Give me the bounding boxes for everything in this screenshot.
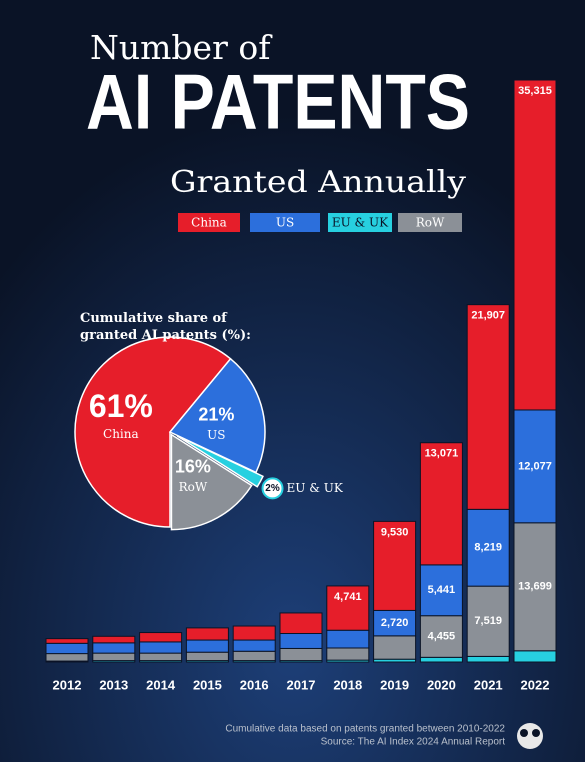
bar-segment bbox=[92, 652, 136, 662]
x-tick-label: 2021 bbox=[474, 677, 503, 692]
value-label: 21,907 bbox=[471, 310, 505, 322]
bar-segment bbox=[513, 522, 557, 652]
bar-segment bbox=[466, 508, 510, 587]
bar-segment bbox=[92, 642, 136, 654]
logo-part bbox=[532, 729, 540, 737]
bar-segment bbox=[185, 627, 229, 641]
bar-segment bbox=[326, 629, 370, 649]
pie-value-label: 61% bbox=[89, 388, 153, 424]
pie-value-label: 21% bbox=[198, 404, 234, 424]
x-tick-label: 2014 bbox=[146, 677, 176, 692]
bar-segment bbox=[45, 638, 89, 644]
bar-segment bbox=[326, 647, 370, 661]
title-line: Number of bbox=[90, 28, 273, 67]
bar-segment bbox=[466, 655, 510, 663]
x-tick-label: 2020 bbox=[427, 677, 456, 692]
bar-segment bbox=[419, 656, 463, 663]
x-tick-label: 2017 bbox=[287, 677, 316, 692]
bar-segment bbox=[185, 639, 229, 653]
pie-category-label: US bbox=[207, 428, 225, 442]
x-tick-label: 2016 bbox=[240, 677, 269, 692]
pie-slice bbox=[74, 336, 232, 528]
plot: China US EU & UK RoW 2012 2013 2014 2015 2016 201… bbox=[45, 79, 557, 748]
legend-label: EU & UK bbox=[332, 216, 389, 230]
bar-segment bbox=[92, 635, 136, 644]
bar-segment bbox=[373, 609, 417, 637]
bar-segment bbox=[513, 79, 557, 411]
pie-slice bbox=[176, 435, 264, 488]
pie-category-label: RoW bbox=[179, 480, 208, 494]
value-label: 9,530 bbox=[381, 526, 409, 538]
pie-value-label: 16% bbox=[175, 456, 211, 476]
bar-segment bbox=[139, 641, 183, 654]
bar-segment bbox=[45, 653, 89, 662]
bar-segment bbox=[326, 585, 370, 631]
bar-segment bbox=[373, 520, 417, 611]
bar-segment bbox=[373, 635, 417, 660]
x-tick-label: 2022 bbox=[521, 677, 550, 692]
bar-segment bbox=[279, 647, 323, 662]
title-line: Granted Annually bbox=[170, 165, 466, 200]
bar-segment bbox=[466, 304, 510, 510]
legend-label: US bbox=[276, 216, 294, 230]
legend-label: China bbox=[191, 216, 227, 230]
bar-segment bbox=[513, 650, 557, 663]
pie-title: Cumulative share of granted AI patents (… bbox=[80, 311, 251, 343]
x-tick-label: 2013 bbox=[99, 677, 128, 692]
value-label: 4,741 bbox=[334, 591, 362, 603]
logo bbox=[517, 723, 543, 749]
legend-swatch bbox=[178, 213, 240, 232]
bar-segment bbox=[279, 633, 323, 649]
value-label: 2,720 bbox=[381, 617, 409, 629]
x-tick-label: 2012 bbox=[53, 677, 82, 692]
value-label: 8,219 bbox=[474, 542, 502, 554]
bar-segment bbox=[232, 625, 276, 641]
footnote: Cumulative data based on patents granted… bbox=[225, 724, 505, 735]
pie-category-label: China bbox=[103, 427, 139, 441]
value-label: 12,077 bbox=[518, 460, 552, 472]
footnote: Source: The AI Index 2024 Annual Report bbox=[321, 737, 506, 748]
value-label: 7,519 bbox=[474, 615, 502, 627]
x-tick-label: 2015 bbox=[193, 677, 222, 692]
legend-swatch bbox=[398, 213, 462, 232]
bar-segment bbox=[185, 651, 229, 662]
value-label: 5,441 bbox=[428, 584, 456, 596]
bar-segment bbox=[232, 639, 276, 652]
value-label: 13,699 bbox=[518, 581, 552, 593]
x-tick-label: 2019 bbox=[380, 677, 409, 692]
legend-swatch bbox=[250, 213, 320, 232]
value-label: 13,071 bbox=[425, 448, 459, 460]
bar-segment bbox=[279, 612, 323, 635]
bar-segment bbox=[232, 650, 276, 662]
bar-segment bbox=[513, 409, 557, 524]
bar-segment bbox=[139, 632, 183, 643]
x-tick-label: 2018 bbox=[333, 677, 362, 692]
pie-value-label: 2% bbox=[265, 483, 280, 494]
label-badge bbox=[261, 477, 284, 500]
pie-category-label: EU & UK bbox=[287, 481, 344, 495]
logo-part bbox=[520, 729, 528, 737]
value-label: 4,455 bbox=[428, 630, 456, 642]
legend-swatch bbox=[328, 213, 392, 232]
bar-segment bbox=[419, 442, 463, 566]
pie-slice bbox=[170, 433, 253, 531]
legend-label: RoW bbox=[416, 216, 445, 230]
bar-segment bbox=[45, 642, 89, 655]
title-line: AI PATENTS bbox=[86, 58, 470, 146]
bar-segment bbox=[419, 615, 463, 658]
pie-slice bbox=[168, 357, 266, 474]
value-label: 35,315 bbox=[518, 85, 552, 97]
bar-segment bbox=[139, 652, 183, 662]
